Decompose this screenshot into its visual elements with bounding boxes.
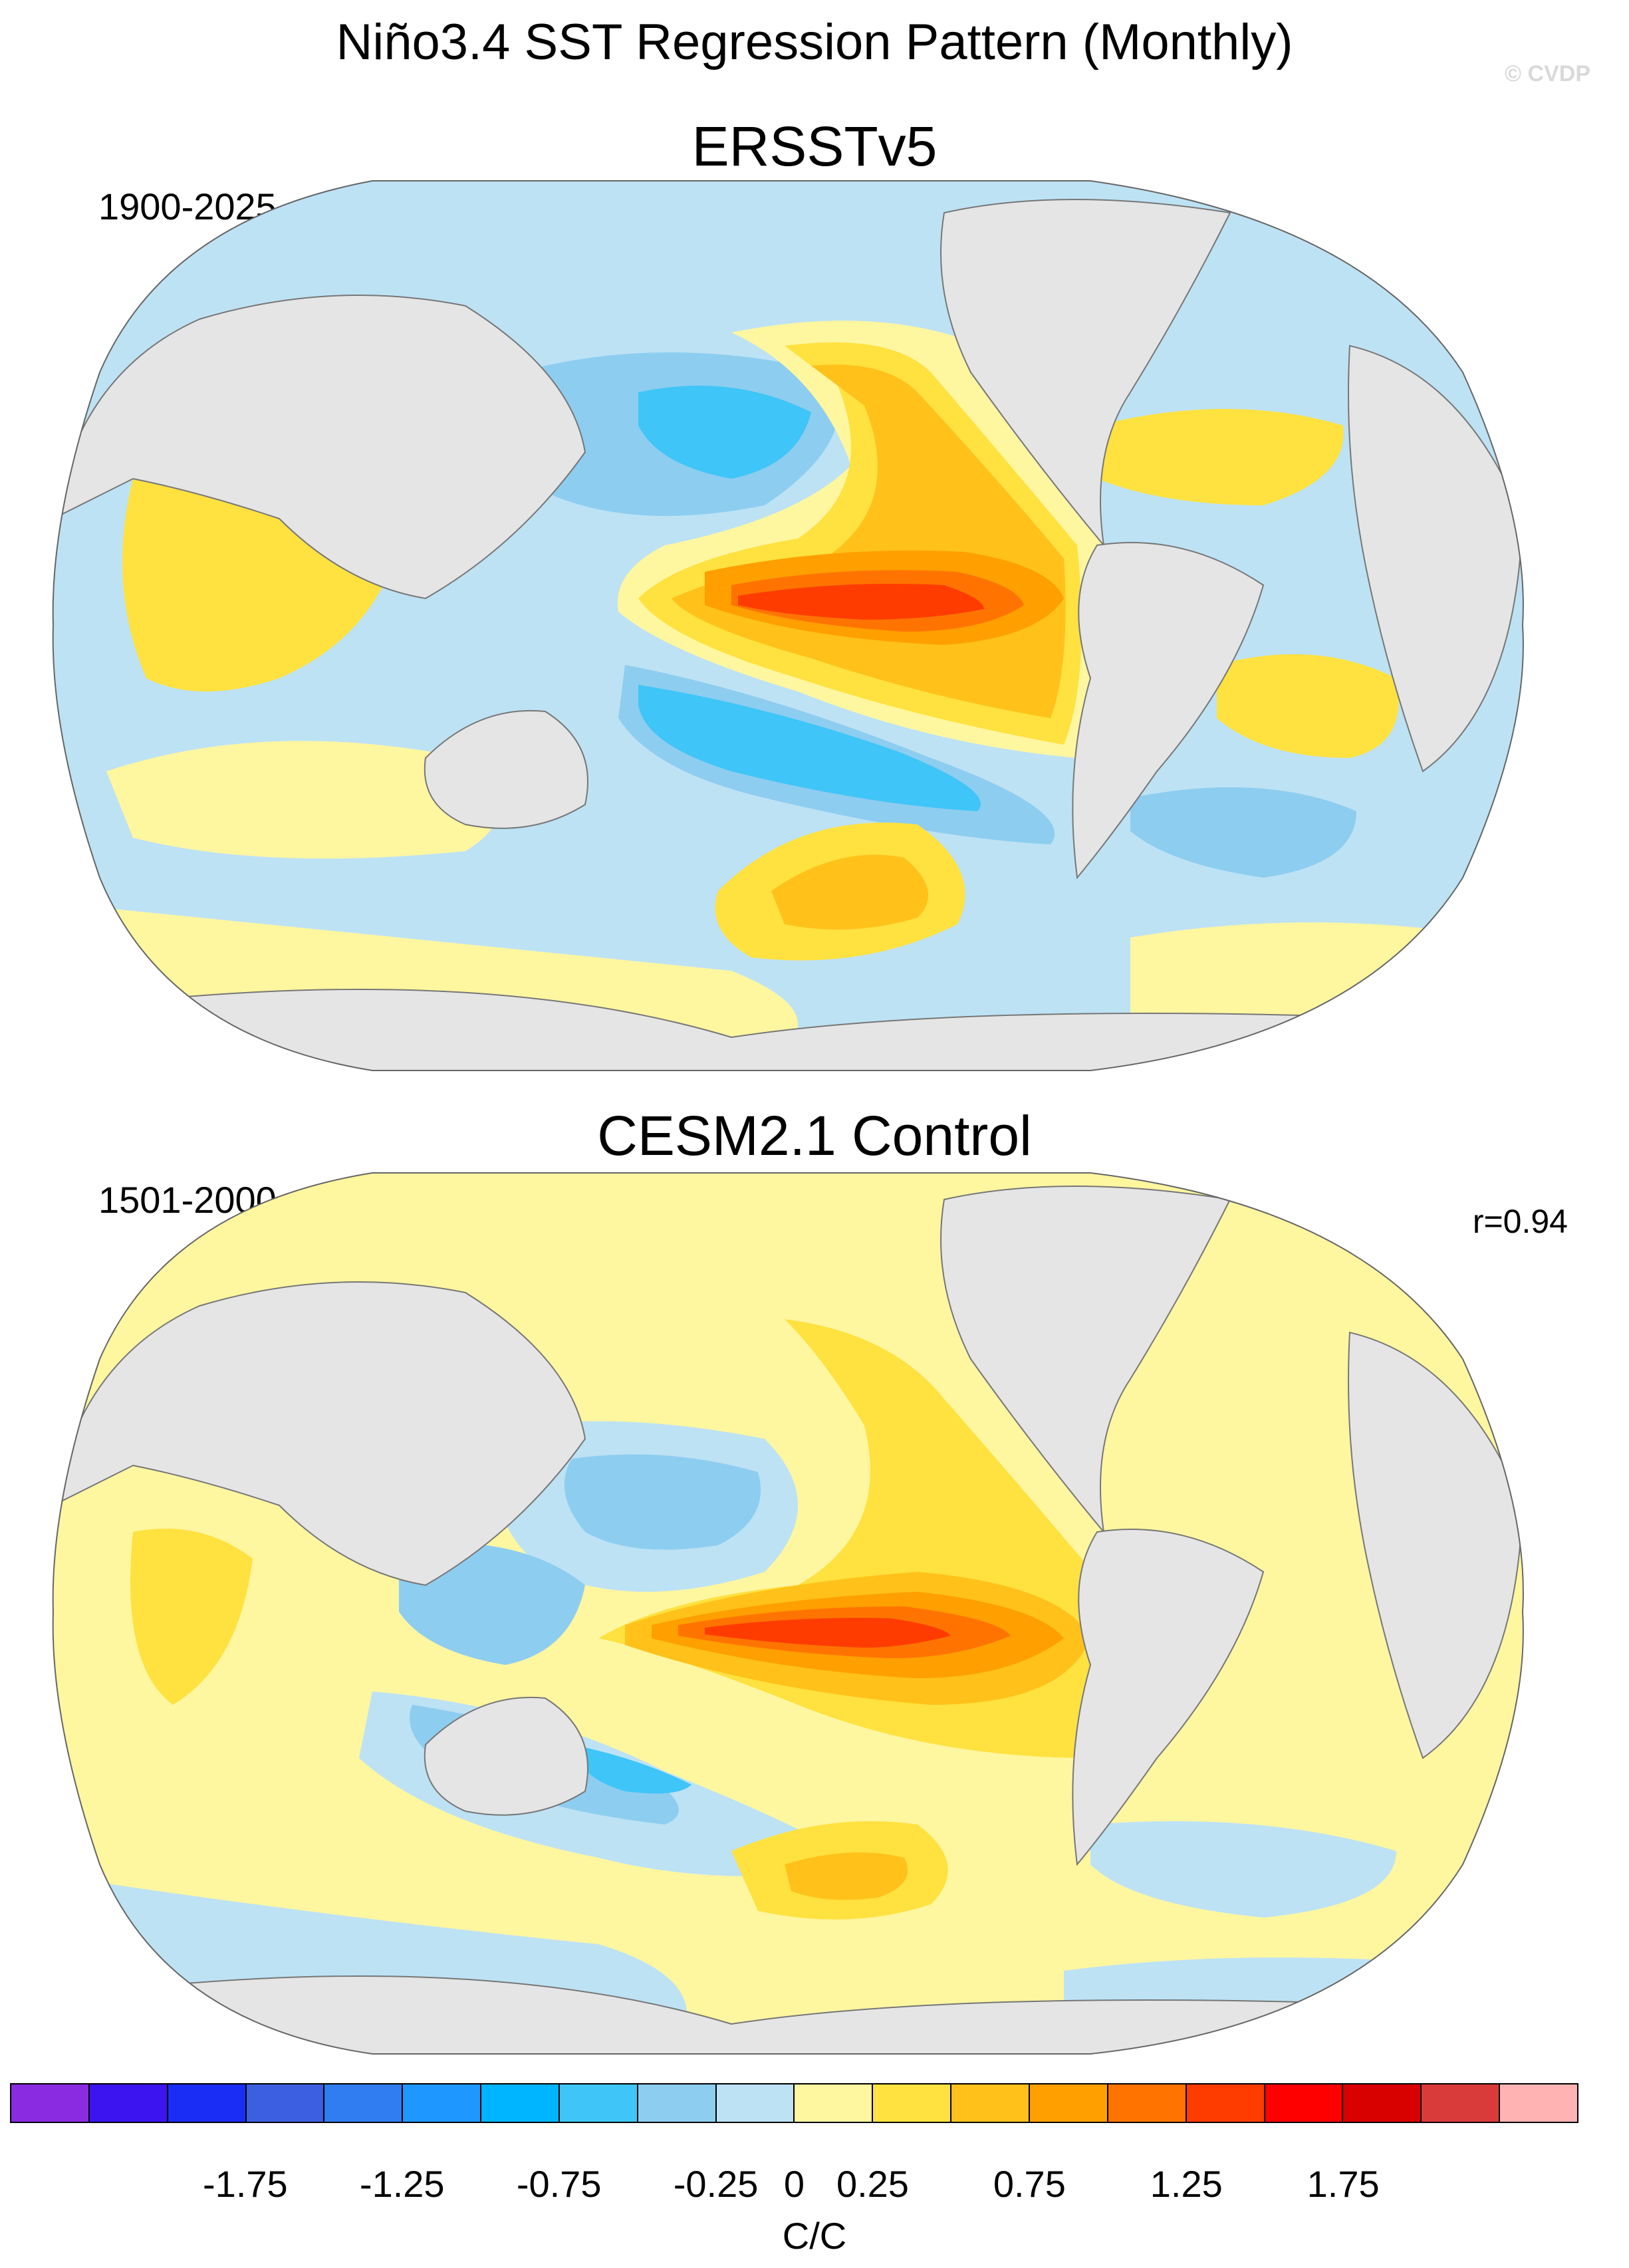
colorbar-swatch [1500, 2084, 1577, 2122]
land-africa [1348, 344, 1523, 773]
colorbar-swatch [638, 2084, 717, 2122]
colorbar-tick-label: -1.25 [359, 2163, 445, 2205]
colorbar [10, 2083, 1578, 2123]
colorbar-swatch [89, 2084, 168, 2122]
colorbar-swatch [403, 2084, 482, 2122]
land-africa [1348, 1331, 1523, 1759]
colorbar-swatch [1422, 2084, 1501, 2122]
colorbar-tick-label: 1.75 [1307, 2163, 1380, 2205]
colorbar-swatch [1108, 2084, 1187, 2122]
colorbar-tick-label: 0.75 [993, 2163, 1066, 2205]
colorbar-tick-label: 1.25 [1150, 2163, 1223, 2205]
colorbar-swatch [1029, 2084, 1108, 2122]
map-border [52, 1172, 1524, 2055]
land-australia [424, 709, 588, 829]
colorbar-swatch [481, 2084, 560, 2122]
panel-title-ersstv5: ERSSTv5 [691, 115, 938, 178]
map-ersstv5 [52, 180, 1524, 1071]
pattern-correlation: r=0.94 [1472, 1203, 1568, 1240]
colorbar-tick-label: -0.75 [516, 2163, 602, 2205]
colorbar-swatch [1186, 2084, 1265, 2122]
colorbar-swatch [873, 2084, 952, 2122]
copyright-watermark: © CVDP [1505, 61, 1590, 86]
land-south-america [1072, 1529, 1265, 1866]
colorbar-units: C/C [782, 2215, 847, 2257]
colorbar-swatch [324, 2084, 404, 2122]
colorbar-tick-label: -1.75 [203, 2163, 288, 2205]
land-north-america [940, 1186, 1231, 1535]
figure-title: Niño3.4 SST Regression Pattern (Monthly) [336, 14, 1293, 70]
land-north-america [940, 199, 1231, 548]
colorbar-tick-label: -0.25 [673, 2163, 759, 2205]
panel-title-cesm: CESM2.1 Control [597, 1104, 1032, 1167]
land-south-america [1072, 542, 1265, 880]
land-eurasia [53, 1281, 586, 1586]
land-antarctica [53, 1975, 1523, 2054]
colorbar-swatch [11, 2084, 90, 2122]
map-cesm [52, 1172, 1524, 2055]
colorbar-tick-label: 0 [783, 2163, 805, 2205]
land-antarctica [53, 989, 1523, 1071]
colorbar-swatch [1265, 2084, 1344, 2122]
colorbar-swatch [716, 2084, 795, 2122]
colorbar-swatch [795, 2084, 874, 2122]
land-australia [424, 1696, 588, 1816]
colorbar-swatch [1343, 2084, 1422, 2122]
colorbar-swatch [951, 2084, 1030, 2122]
colorbar-swatch [559, 2084, 638, 2122]
colorbar-swatch [168, 2084, 247, 2122]
land-eurasia [53, 295, 586, 600]
map-border [52, 180, 1524, 1071]
colorbar-swatch [246, 2084, 325, 2122]
colorbar-tick-label: 0.25 [836, 2163, 909, 2205]
